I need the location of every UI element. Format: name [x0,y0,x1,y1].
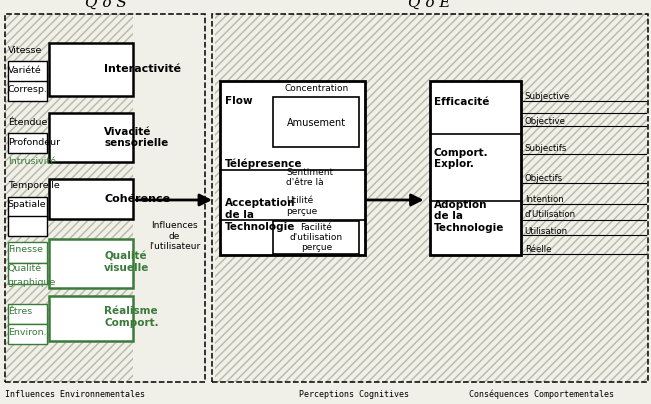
Bar [5,14,205,382]
Bar [49,296,133,341]
Text: Télépresence: Télépresence [225,158,302,169]
Bar [273,97,359,147]
Text: Facilité
d'utilisation
perçue: Facilité d'utilisation perçue [290,223,343,252]
Bar [8,81,47,101]
Text: Vivacité
sensorielle: Vivacité sensorielle [104,126,169,148]
Bar [49,113,133,162]
Text: Interactivité: Interactivité [104,64,181,74]
Text: Vitesse: Vitesse [8,46,42,55]
Text: Adoption
de la
Technologie: Adoption de la Technologie [434,200,504,233]
Text: Perceptions Cognitives: Perceptions Cognitives [299,390,409,399]
Bar [8,324,47,344]
Bar [49,179,133,219]
Bar [220,81,365,255]
Text: Influences Environnementales: Influences Environnementales [5,390,145,399]
Text: Subjectifs: Subjectifs [525,144,567,153]
Text: Réelle: Réelle [525,245,551,254]
Bar [212,14,648,382]
Bar [8,216,47,236]
Text: Finesse: Finesse [8,245,43,254]
Bar [8,304,47,324]
Text: Qualité
visuelle: Qualité visuelle [104,252,150,274]
Text: Étendue: Étendue [8,118,47,126]
Bar [8,61,47,82]
Text: Corresp.: Corresp. [8,85,48,94]
Text: d'Utilisation: d'Utilisation [525,210,576,219]
Text: Réalisme
Comport.: Réalisme Comport. [104,306,159,328]
Text: Temporelle: Temporelle [8,181,59,190]
Text: Utilité
perçue: Utilité perçue [286,196,318,216]
Text: Cohérence: Cohérence [104,194,171,204]
Text: Q o E: Q o E [408,0,451,10]
Bar [133,12,215,384]
Text: Objective: Objective [525,117,566,126]
Text: Q o S: Q o S [85,0,126,10]
Text: Variété: Variété [8,66,42,75]
Bar [5,14,205,382]
Text: Sentiment
d'être là: Sentiment d'être là [286,168,333,187]
Text: Intention: Intention [525,195,564,204]
Text: Subjective: Subjective [525,92,570,101]
Bar [8,242,47,263]
Text: Comport.
Explor.: Comport. Explor. [434,147,488,169]
Bar [212,14,648,382]
Text: Conséquences Comportementales: Conséquences Comportementales [469,389,614,399]
Text: Êtres: Êtres [8,307,32,316]
Bar [273,221,359,254]
Text: Concentration: Concentration [284,84,348,93]
Text: Profondeur: Profondeur [8,138,60,147]
Bar [212,14,648,382]
Bar [5,14,205,382]
Text: graphique: graphique [8,278,56,287]
Text: Objectifs: Objectifs [525,174,563,183]
Text: Intrusivité: Intrusivité [8,157,56,166]
Text: Efficacité: Efficacité [434,97,489,107]
Text: Amusement: Amusement [287,118,346,128]
Bar [8,133,47,153]
Text: Environ.: Environ. [8,328,46,337]
Bar [49,43,133,96]
Bar [49,239,133,288]
Bar [8,197,47,217]
Text: Influences
de
l'utilisateur: Influences de l'utilisateur [149,221,200,251]
Text: Qualité: Qualité [8,264,42,273]
Text: Flow: Flow [225,96,252,106]
Bar [8,263,47,284]
Text: Spatiale: Spatiale [8,200,46,209]
Text: Acceptation
de la
Technologie: Acceptation de la Technologie [225,198,295,231]
Text: Utilisation: Utilisation [525,227,568,236]
Bar [430,81,521,255]
